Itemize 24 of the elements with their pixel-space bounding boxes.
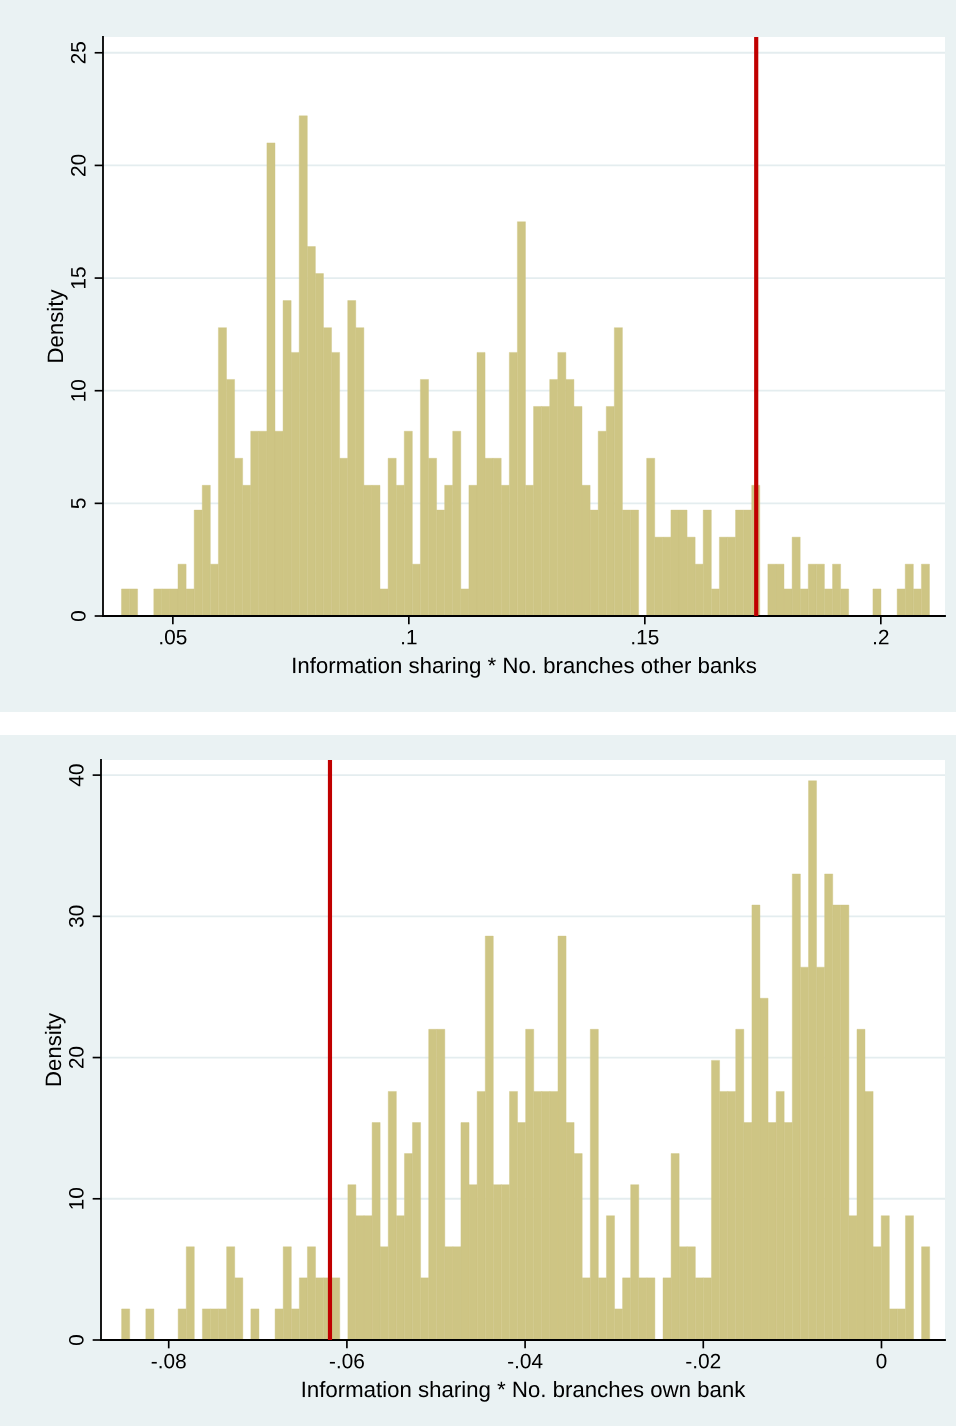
- y-tick-label: 25: [70, 42, 86, 64]
- y-tick-label: 0: [68, 1335, 84, 1345]
- y-tick-label: 30: [68, 905, 84, 928]
- x-tick-label: -.04: [508, 1353, 543, 1369]
- x-tick-label: .1: [402, 629, 417, 645]
- y-axis-title: Density: [44, 1012, 66, 1086]
- x-tick-label: .15: [632, 629, 659, 645]
- x-tick-label: -.02: [686, 1353, 721, 1369]
- x-axis-title: Information sharing * No. branches own bank: [302, 1380, 746, 1402]
- y-tick-label: 10: [68, 1188, 84, 1209]
- x-tick-label: .05: [160, 629, 187, 645]
- x-axis-title: Information sharing * No. branches other banks: [293, 656, 757, 678]
- y-tick-label: 20: [68, 1046, 84, 1069]
- y-tick-label: 10: [70, 379, 86, 401]
- y-tick-label: 0: [70, 611, 86, 621]
- y-tick-label: 40: [68, 764, 84, 787]
- x-tick-label: -.06: [329, 1353, 364, 1369]
- x-tick-label: 0: [876, 1353, 887, 1369]
- y-tick-label: 20: [70, 154, 86, 176]
- y-axis-title: Density: [46, 289, 68, 362]
- x-tick-label: .2: [874, 629, 889, 645]
- x-tick-label: -.08: [151, 1353, 186, 1369]
- y-tick-label: 15: [71, 267, 86, 289]
- y-tick-label: 5: [71, 498, 86, 509]
